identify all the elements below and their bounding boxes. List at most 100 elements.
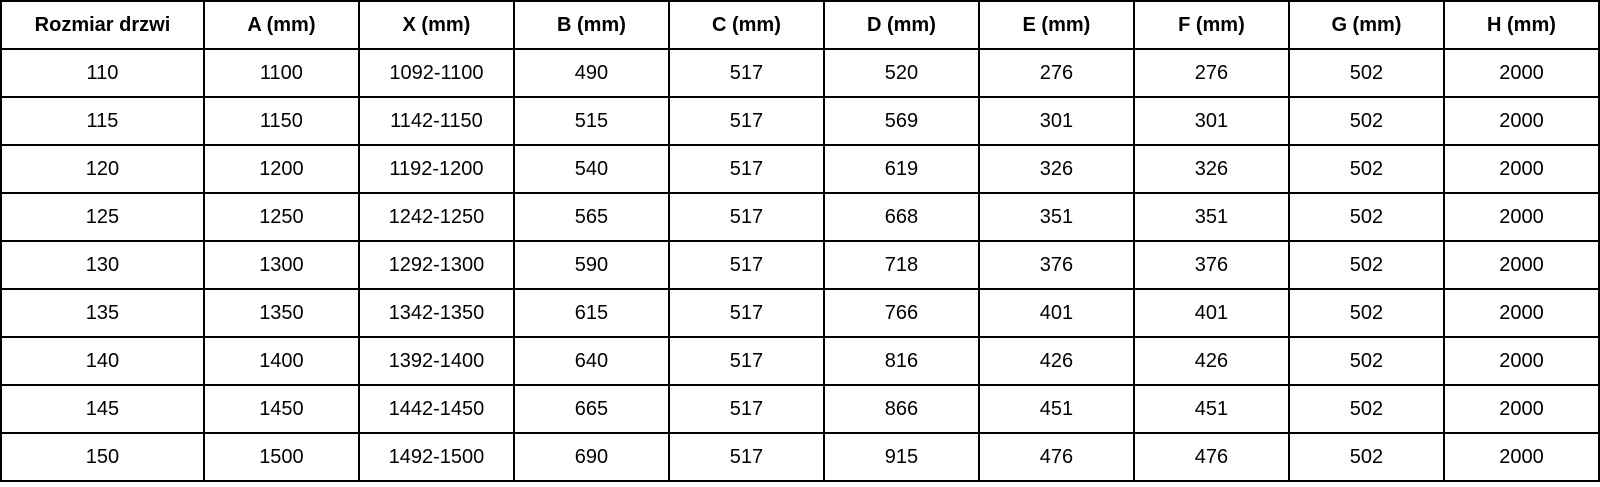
- column-header: Rozmiar drzwi: [0, 0, 205, 50]
- column-header: X (mm): [357, 0, 515, 50]
- table-row: 125 1250 1242-1250 565 517 668 351 351 502 2000: [0, 192, 1600, 242]
- table-cell: 1292-1300: [357, 240, 515, 290]
- table-cell: 125: [0, 192, 205, 242]
- table-cell: 517: [667, 96, 825, 146]
- table-cell: 915: [822, 432, 980, 482]
- table-cell: 517: [667, 336, 825, 386]
- table-cell: 1142-1150: [357, 96, 515, 146]
- table-cell: 140: [0, 336, 205, 386]
- table-cell: 1400: [202, 336, 360, 386]
- header-row: Rozmiar drzwi A (mm) X (mm) B (mm) C (mm) D (…: [0, 0, 1600, 50]
- table-cell: 1150: [202, 96, 360, 146]
- table-cell: 1342-1350: [357, 288, 515, 338]
- table-cell: 115: [0, 96, 205, 146]
- table-cell: 376: [1132, 240, 1290, 290]
- table-cell: 326: [1132, 144, 1290, 194]
- table-cell: 1200: [202, 144, 360, 194]
- table-cell: 2000: [1442, 336, 1600, 386]
- table-cell: 517: [667, 192, 825, 242]
- table-cell: 135: [0, 288, 205, 338]
- table-row: 145 1450 1442-1450 665 517 866 451 451 502 2000: [0, 384, 1600, 434]
- table-cell: 401: [1132, 288, 1290, 338]
- table-cell: 2000: [1442, 144, 1600, 194]
- column-header: B (mm): [512, 0, 670, 50]
- table-cell: 130: [0, 240, 205, 290]
- table-cell: 1092-1100: [357, 48, 515, 98]
- table-cell: 351: [1132, 192, 1290, 242]
- table-cell: 1492-1500: [357, 432, 515, 482]
- table-cell: 2000: [1442, 240, 1600, 290]
- table-cell: 640: [512, 336, 670, 386]
- table-cell: 1100: [202, 48, 360, 98]
- table-row: 135 1350 1342-1350 615 517 766 401 401 502 2000: [0, 288, 1600, 338]
- table-cell: 517: [667, 144, 825, 194]
- column-header: C (mm): [667, 0, 825, 50]
- table-cell: 2000: [1442, 192, 1600, 242]
- table-cell: 502: [1287, 288, 1445, 338]
- table-cell: 301: [1132, 96, 1290, 146]
- table-cell: 515: [512, 96, 670, 146]
- table-row: 115 1150 1142-1150 515 517 569 301 301 502 2000: [0, 96, 1600, 146]
- table-cell: 590: [512, 240, 670, 290]
- table-cell: 2000: [1442, 48, 1600, 98]
- table-row: 110 1100 1092-1100 490 517 520 276 276 502 2000: [0, 48, 1600, 98]
- table-cell: 619: [822, 144, 980, 194]
- table-cell: 502: [1287, 336, 1445, 386]
- table-cell: 517: [667, 48, 825, 98]
- table-cell: 145: [0, 384, 205, 434]
- table-cell: 110: [0, 48, 205, 98]
- table-cell: 668: [822, 192, 980, 242]
- column-header: E (mm): [977, 0, 1135, 50]
- table-cell: 1442-1450: [357, 384, 515, 434]
- table-cell: 2000: [1442, 288, 1600, 338]
- column-header: D (mm): [822, 0, 980, 50]
- table-cell: 401: [977, 288, 1135, 338]
- table-cell: 451: [977, 384, 1135, 434]
- column-header: A (mm): [202, 0, 360, 50]
- column-header: G (mm): [1287, 0, 1445, 50]
- table-row: 150 1500 1492-1500 690 517 915 476 476 502 2000: [0, 432, 1600, 482]
- table-cell: 665: [512, 384, 670, 434]
- table-cell: 540: [512, 144, 670, 194]
- table-row: 140 1400 1392-1400 640 517 816 426 426 502 2000: [0, 336, 1600, 386]
- table-cell: 2000: [1442, 384, 1600, 434]
- table-cell: 1350: [202, 288, 360, 338]
- table-cell: 1192-1200: [357, 144, 515, 194]
- table-cell: 150: [0, 432, 205, 482]
- column-header: F (mm): [1132, 0, 1290, 50]
- table-cell: 276: [977, 48, 1135, 98]
- table-cell: 301: [977, 96, 1135, 146]
- table-cell: 1242-1250: [357, 192, 515, 242]
- table-cell: 615: [512, 288, 670, 338]
- table-cell: 766: [822, 288, 980, 338]
- table-cell: 517: [667, 384, 825, 434]
- table-cell: 476: [1132, 432, 1290, 482]
- table-cell: 1450: [202, 384, 360, 434]
- table-cell: 502: [1287, 48, 1445, 98]
- table-cell: 1250: [202, 192, 360, 242]
- table-cell: 517: [667, 432, 825, 482]
- table-cell: 276: [1132, 48, 1290, 98]
- table-cell: 426: [977, 336, 1135, 386]
- table-cell: 718: [822, 240, 980, 290]
- column-header: H (mm): [1442, 0, 1600, 50]
- table-cell: 376: [977, 240, 1135, 290]
- table-cell: 502: [1287, 432, 1445, 482]
- table-cell: 490: [512, 48, 670, 98]
- table-cell: 451: [1132, 384, 1290, 434]
- table-cell: 520: [822, 48, 980, 98]
- table-cell: 502: [1287, 192, 1445, 242]
- table-cell: 1392-1400: [357, 336, 515, 386]
- table-cell: 2000: [1442, 96, 1600, 146]
- table-row: 130 1300 1292-1300 590 517 718 376 376 502 2000: [0, 240, 1600, 290]
- table-cell: 517: [667, 240, 825, 290]
- table-cell: 326: [977, 144, 1135, 194]
- table-body: 110 1100 1092-1100 490 517 520 276 276 502 2000 11…: [0, 48, 1600, 482]
- table-cell: 517: [667, 288, 825, 338]
- table-cell: 120: [0, 144, 205, 194]
- table-cell: 866: [822, 384, 980, 434]
- table-cell: 690: [512, 432, 670, 482]
- table-cell: 569: [822, 96, 980, 146]
